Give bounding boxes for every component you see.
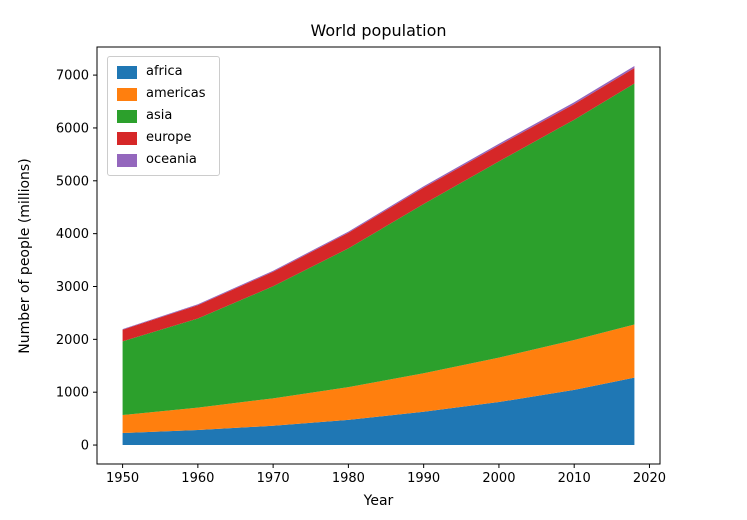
legend-label: oceania xyxy=(146,152,197,167)
legend-label: asia xyxy=(146,108,173,123)
axes-spines xyxy=(96,46,661,465)
legend-item-africa: africa xyxy=(117,65,205,79)
x-tick-label: 1970 xyxy=(257,471,290,486)
x-tick-label: 2020 xyxy=(633,471,666,486)
legend-swatch-asia xyxy=(117,109,137,123)
y-tick-label: 7000 xyxy=(56,69,89,84)
y-tick-label: 0 xyxy=(81,439,89,454)
area-americas xyxy=(122,324,635,433)
y-tick-label: 2000 xyxy=(56,333,89,348)
legend: africa americas asia europe oceania xyxy=(107,56,221,176)
legend-item-americas: americas xyxy=(117,87,205,101)
legend-swatch-americas xyxy=(117,87,137,101)
legend-item-europe: europe xyxy=(117,131,205,145)
x-tick-label: 2000 xyxy=(482,471,515,486)
x-tick-label: 1980 xyxy=(332,471,365,486)
area-europe xyxy=(122,68,635,342)
legend-swatch-europe xyxy=(117,131,137,145)
y-tick-label: 1000 xyxy=(56,386,89,401)
area-asia xyxy=(122,83,635,416)
y-tick-label: 5000 xyxy=(56,174,89,189)
legend-item-asia: asia xyxy=(117,109,205,123)
x-tick-label: 1960 xyxy=(181,471,214,486)
chart-title: World population xyxy=(310,21,447,40)
area-africa xyxy=(122,377,635,446)
legend-swatch-africa xyxy=(117,65,137,79)
legend-label: africa xyxy=(146,64,183,79)
y-tick-label: 4000 xyxy=(56,227,89,242)
legend-item-oceania: oceania xyxy=(117,153,205,167)
x-tick-label: 1990 xyxy=(407,471,440,486)
y-tick-label: 6000 xyxy=(56,121,89,136)
legend-swatch-oceania xyxy=(117,153,137,167)
x-tick-label: 2010 xyxy=(558,471,591,486)
legend-label: americas xyxy=(146,86,206,101)
x-axis-label: Year xyxy=(363,493,394,509)
x-tick-label: 1950 xyxy=(106,471,139,486)
y-tick-label: 3000 xyxy=(56,280,89,295)
legend-label: europe xyxy=(146,130,192,145)
